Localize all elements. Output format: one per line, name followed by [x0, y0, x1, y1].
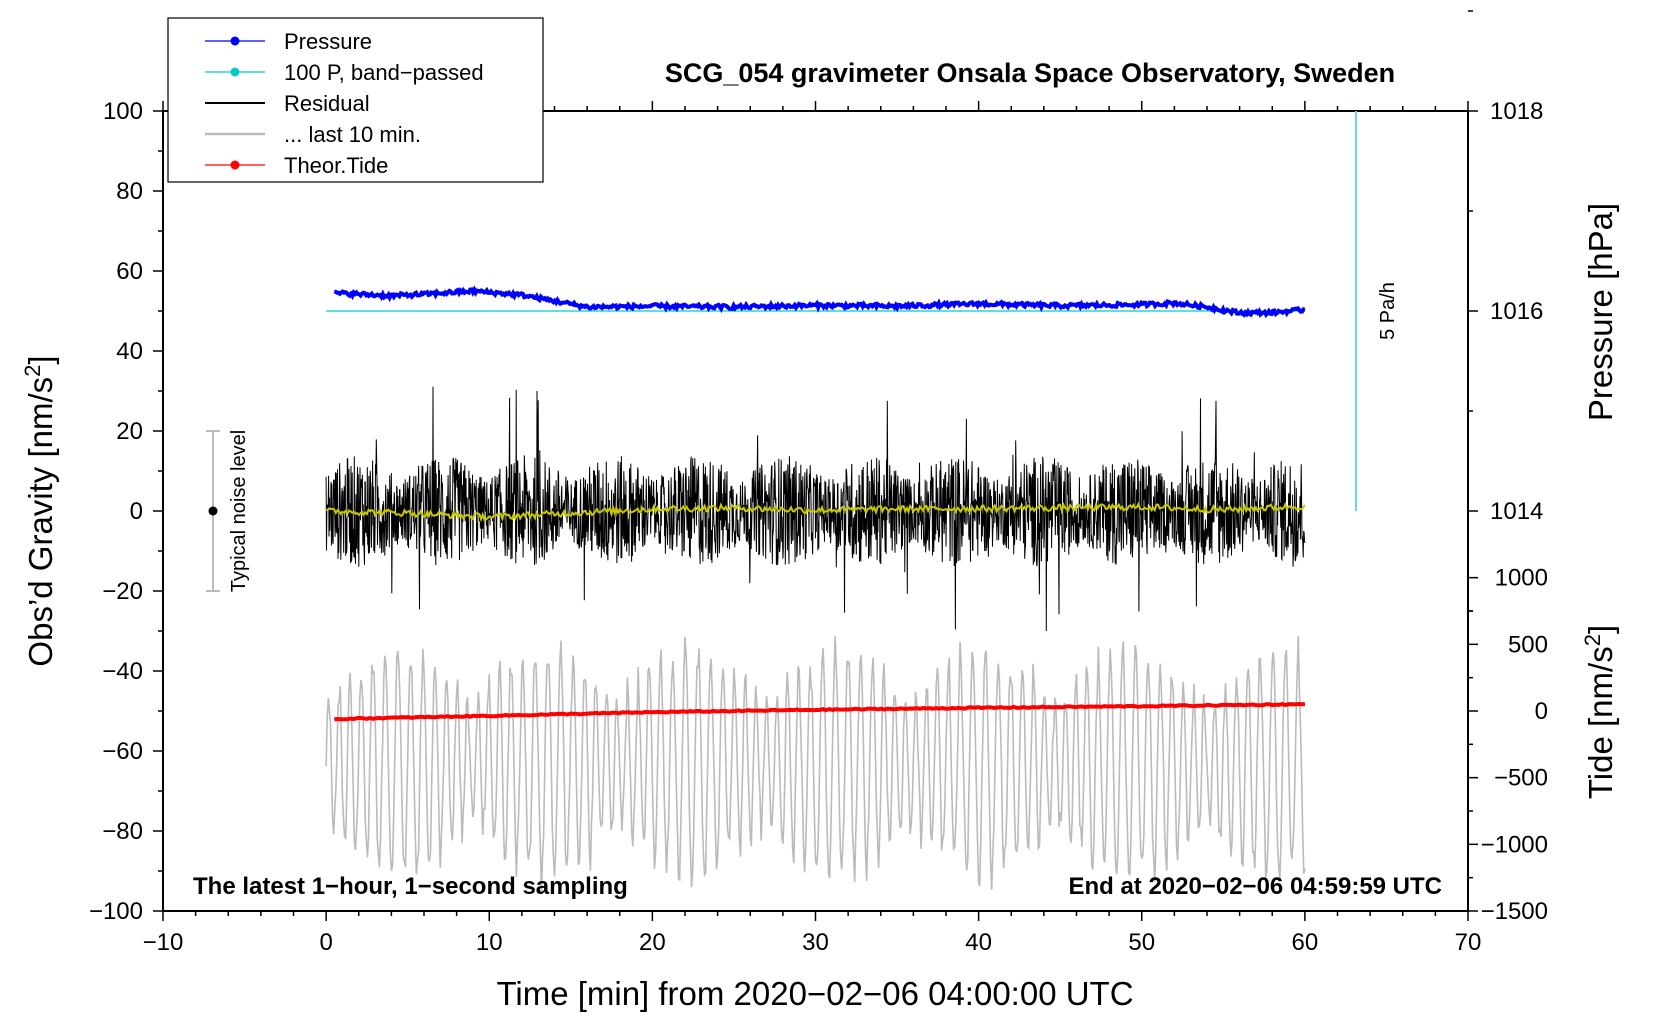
- series-theor-tide: [334, 701, 1305, 722]
- x-tick-label: −10: [143, 929, 184, 956]
- pressure-tick-label: 1014: [1490, 498, 1543, 525]
- legend-label: ... last 10 min.: [284, 122, 421, 147]
- y-tick-label: −20: [102, 578, 143, 605]
- y-tick-label: −100: [89, 898, 143, 925]
- legend: Pressure 100 P, band−passed Residual ... la…: [167, 17, 544, 183]
- x-tick-label: 70: [1455, 929, 1482, 956]
- tide-tick-label: −1500: [1481, 898, 1548, 925]
- legend-label: 100 P, band−passed: [284, 60, 484, 85]
- pressure-rate-bar: 5 Pa/h: [1355, 111, 1399, 511]
- legend-item: Theor.Tide: [205, 153, 388, 178]
- y-tick-label: 100: [103, 98, 143, 125]
- series-pressure: [333, 285, 1306, 319]
- rate-label: 5 Pa/h: [1377, 282, 1399, 340]
- x-tick-label: 10: [476, 929, 503, 956]
- legend-item: Residual: [205, 91, 370, 116]
- y-tick-label: 20: [116, 418, 143, 445]
- y-axis-title-left: Obs’d Gravity [nm/s2]: [20, 355, 59, 666]
- y-tick-label: 0: [130, 498, 143, 525]
- legend-label: Pressure: [284, 29, 372, 54]
- noise-level-label: Typical noise level: [228, 430, 250, 592]
- x-tick-label: 40: [965, 929, 992, 956]
- annotation-sampling: The latest 1−hour, 1−second sampling: [193, 873, 628, 900]
- annotation-end-time: End at 2020−02−06 04:59:59 UTC: [1068, 873, 1442, 900]
- pressure-tick-label: 1018: [1490, 98, 1543, 125]
- y-axis-title-tide: Tide [nm/s2]: [1580, 625, 1619, 799]
- series-last-10-min: [325, 635, 1306, 894]
- legend-marker: [230, 36, 240, 46]
- y-tick-label: 80: [116, 178, 143, 205]
- tide-tick-label: −500: [1494, 765, 1548, 792]
- noise-level-bar: Typical noise level: [206, 430, 250, 592]
- y-tick-label: −80: [102, 818, 143, 845]
- tide-tick-label: 0: [1535, 698, 1548, 725]
- x-axis-title: Time [min] from 2020−02−06 04:00:00 UTC: [496, 975, 1133, 1012]
- y-tick-label: −60: [102, 738, 143, 765]
- tide-tick-label: 500: [1508, 631, 1548, 658]
- pressure-tick-label: 1016: [1490, 298, 1543, 325]
- legend-item: 100 P, band−passed: [205, 60, 484, 85]
- x-tick-label: 60: [1292, 929, 1319, 956]
- y-axis-tide: 1000 500 0 −500 −1000 −1500: [1468, 565, 1548, 925]
- x-tick-label: 20: [639, 929, 666, 956]
- noise-level-dot: [208, 506, 218, 516]
- x-tick-label: 30: [802, 929, 829, 956]
- legend-label: Residual: [284, 91, 370, 116]
- tide-tick-label: −1000: [1481, 831, 1548, 858]
- series-layer: [325, 285, 1306, 894]
- chart-title: SCG_054 gravimeter Onsala Space Observat…: [665, 58, 1395, 88]
- y-axis-title-pressure: Pressure [hPa]: [1582, 203, 1619, 421]
- legend-item: ... last 10 min.: [205, 122, 421, 147]
- legend-box: [167, 17, 544, 183]
- legend-label: Theor.Tide: [284, 153, 388, 178]
- y-tick-label: 60: [116, 258, 143, 285]
- legend-item: Pressure: [205, 29, 372, 54]
- x-tick-label: 0: [319, 929, 332, 956]
- y-tick-label: −40: [102, 658, 143, 685]
- x-tick-label: 50: [1128, 929, 1155, 956]
- y-tick-label: 40: [116, 338, 143, 365]
- y-axis-left: 100 80 60 40 20 0 −20 −40 −60 −80 −100: [89, 98, 163, 925]
- series-residual: [325, 386, 1306, 632]
- y-axis-pressure: 1018 1016 1014: [1468, 10, 1543, 612]
- series-residual-smoothed: [325, 501, 1306, 523]
- legend-marker: [230, 67, 240, 77]
- tide-tick-label: 1000: [1495, 565, 1548, 592]
- legend-marker: [230, 160, 240, 170]
